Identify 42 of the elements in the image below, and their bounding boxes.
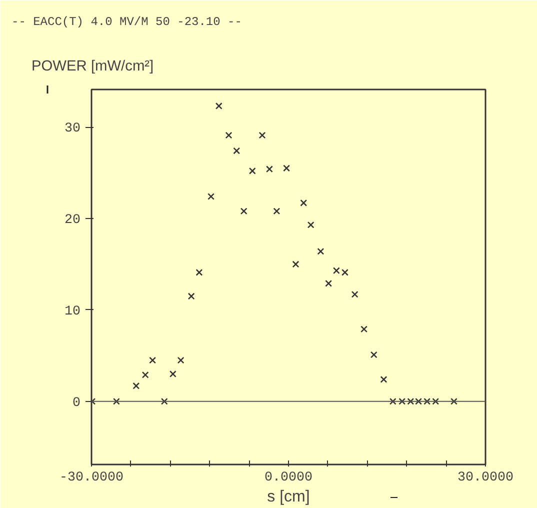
point	[169, 370, 176, 378]
point	[233, 147, 240, 154]
y-tick-label: 0	[72, 396, 80, 411]
point	[266, 166, 273, 173]
point	[317, 248, 324, 255]
point	[389, 398, 396, 405]
point	[351, 290, 358, 298]
point	[160, 398, 168, 405]
point	[292, 260, 300, 268]
point	[142, 371, 149, 378]
point	[341, 268, 348, 276]
point	[450, 398, 458, 405]
point	[149, 356, 156, 364]
x-axis-title: s [cm]	[267, 488, 310, 506]
point	[258, 132, 266, 139]
point	[248, 167, 256, 174]
point	[196, 268, 203, 276]
point	[225, 132, 232, 139]
point	[208, 193, 214, 200]
point	[380, 376, 388, 383]
y-axis-title: POWER [mW/cm²]	[32, 58, 154, 74]
point	[332, 267, 340, 274]
x-tick-label: 30.0000	[458, 470, 514, 486]
point	[273, 208, 280, 215]
point	[112, 398, 120, 405]
point	[188, 292, 195, 300]
point	[283, 164, 290, 172]
point	[132, 382, 140, 390]
y-tick-label: 20	[64, 212, 81, 228]
chart-title: -- EACC(T) 4.0 MV/M 50 -23.10 --	[12, 15, 242, 29]
y-tick-label: 30	[64, 122, 81, 136]
y-tick-label: 10	[64, 304, 81, 320]
x-tick-label: -30.0000	[60, 470, 124, 486]
point	[370, 351, 378, 358]
point	[300, 199, 308, 206]
point	[177, 356, 184, 364]
point	[215, 102, 222, 110]
point	[360, 326, 368, 333]
point	[307, 221, 314, 228]
x-tick-label: 0.0000	[264, 470, 313, 486]
point	[325, 280, 332, 287]
point	[240, 208, 248, 215]
